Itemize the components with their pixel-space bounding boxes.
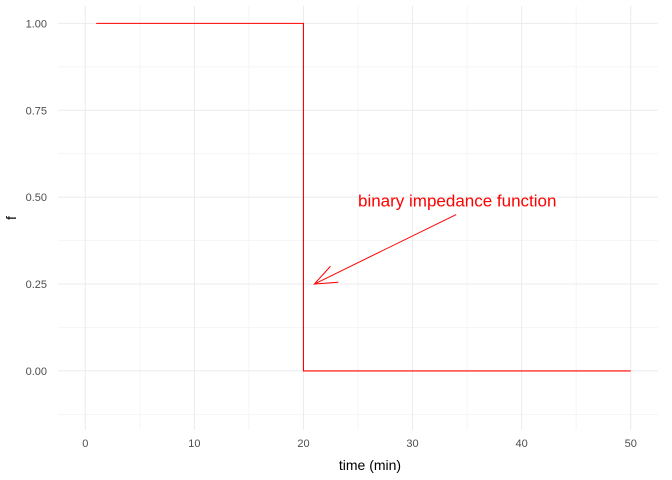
- x-tick-label: 30: [406, 438, 418, 450]
- x-tick-label: 40: [516, 438, 528, 450]
- series-layer: [96, 22, 631, 372]
- x-tick-label: 10: [188, 438, 200, 450]
- x-tick-label: 20: [297, 438, 309, 450]
- annotation-arrow-shaft: [314, 214, 457, 285]
- y-tick-label: 0.50: [26, 192, 47, 204]
- y-tick-label: 0.00: [26, 366, 47, 378]
- y-tick-label: 0.75: [26, 105, 47, 117]
- minor-gridlines: [58, 6, 658, 430]
- y-tick-label: 1.00: [26, 18, 47, 30]
- y-tick-label: 0.25: [26, 279, 47, 291]
- y-axis-title: f: [3, 216, 19, 220]
- y-axis-ticks: 0.00 0.25 0.50 0.75 1.00: [26, 18, 47, 378]
- annotation-label: binary impedance function: [358, 192, 556, 211]
- x-axis-title: time (min): [339, 457, 401, 473]
- series-line: [96, 22, 631, 372]
- x-axis-ticks: 0 10 20 30 40 50: [82, 438, 637, 450]
- annotation-arrow-head: [313, 265, 339, 285]
- x-tick-label: 0: [82, 438, 88, 450]
- annotation-layer: binary impedance function: [313, 192, 556, 285]
- x-tick-label: 50: [625, 438, 637, 450]
